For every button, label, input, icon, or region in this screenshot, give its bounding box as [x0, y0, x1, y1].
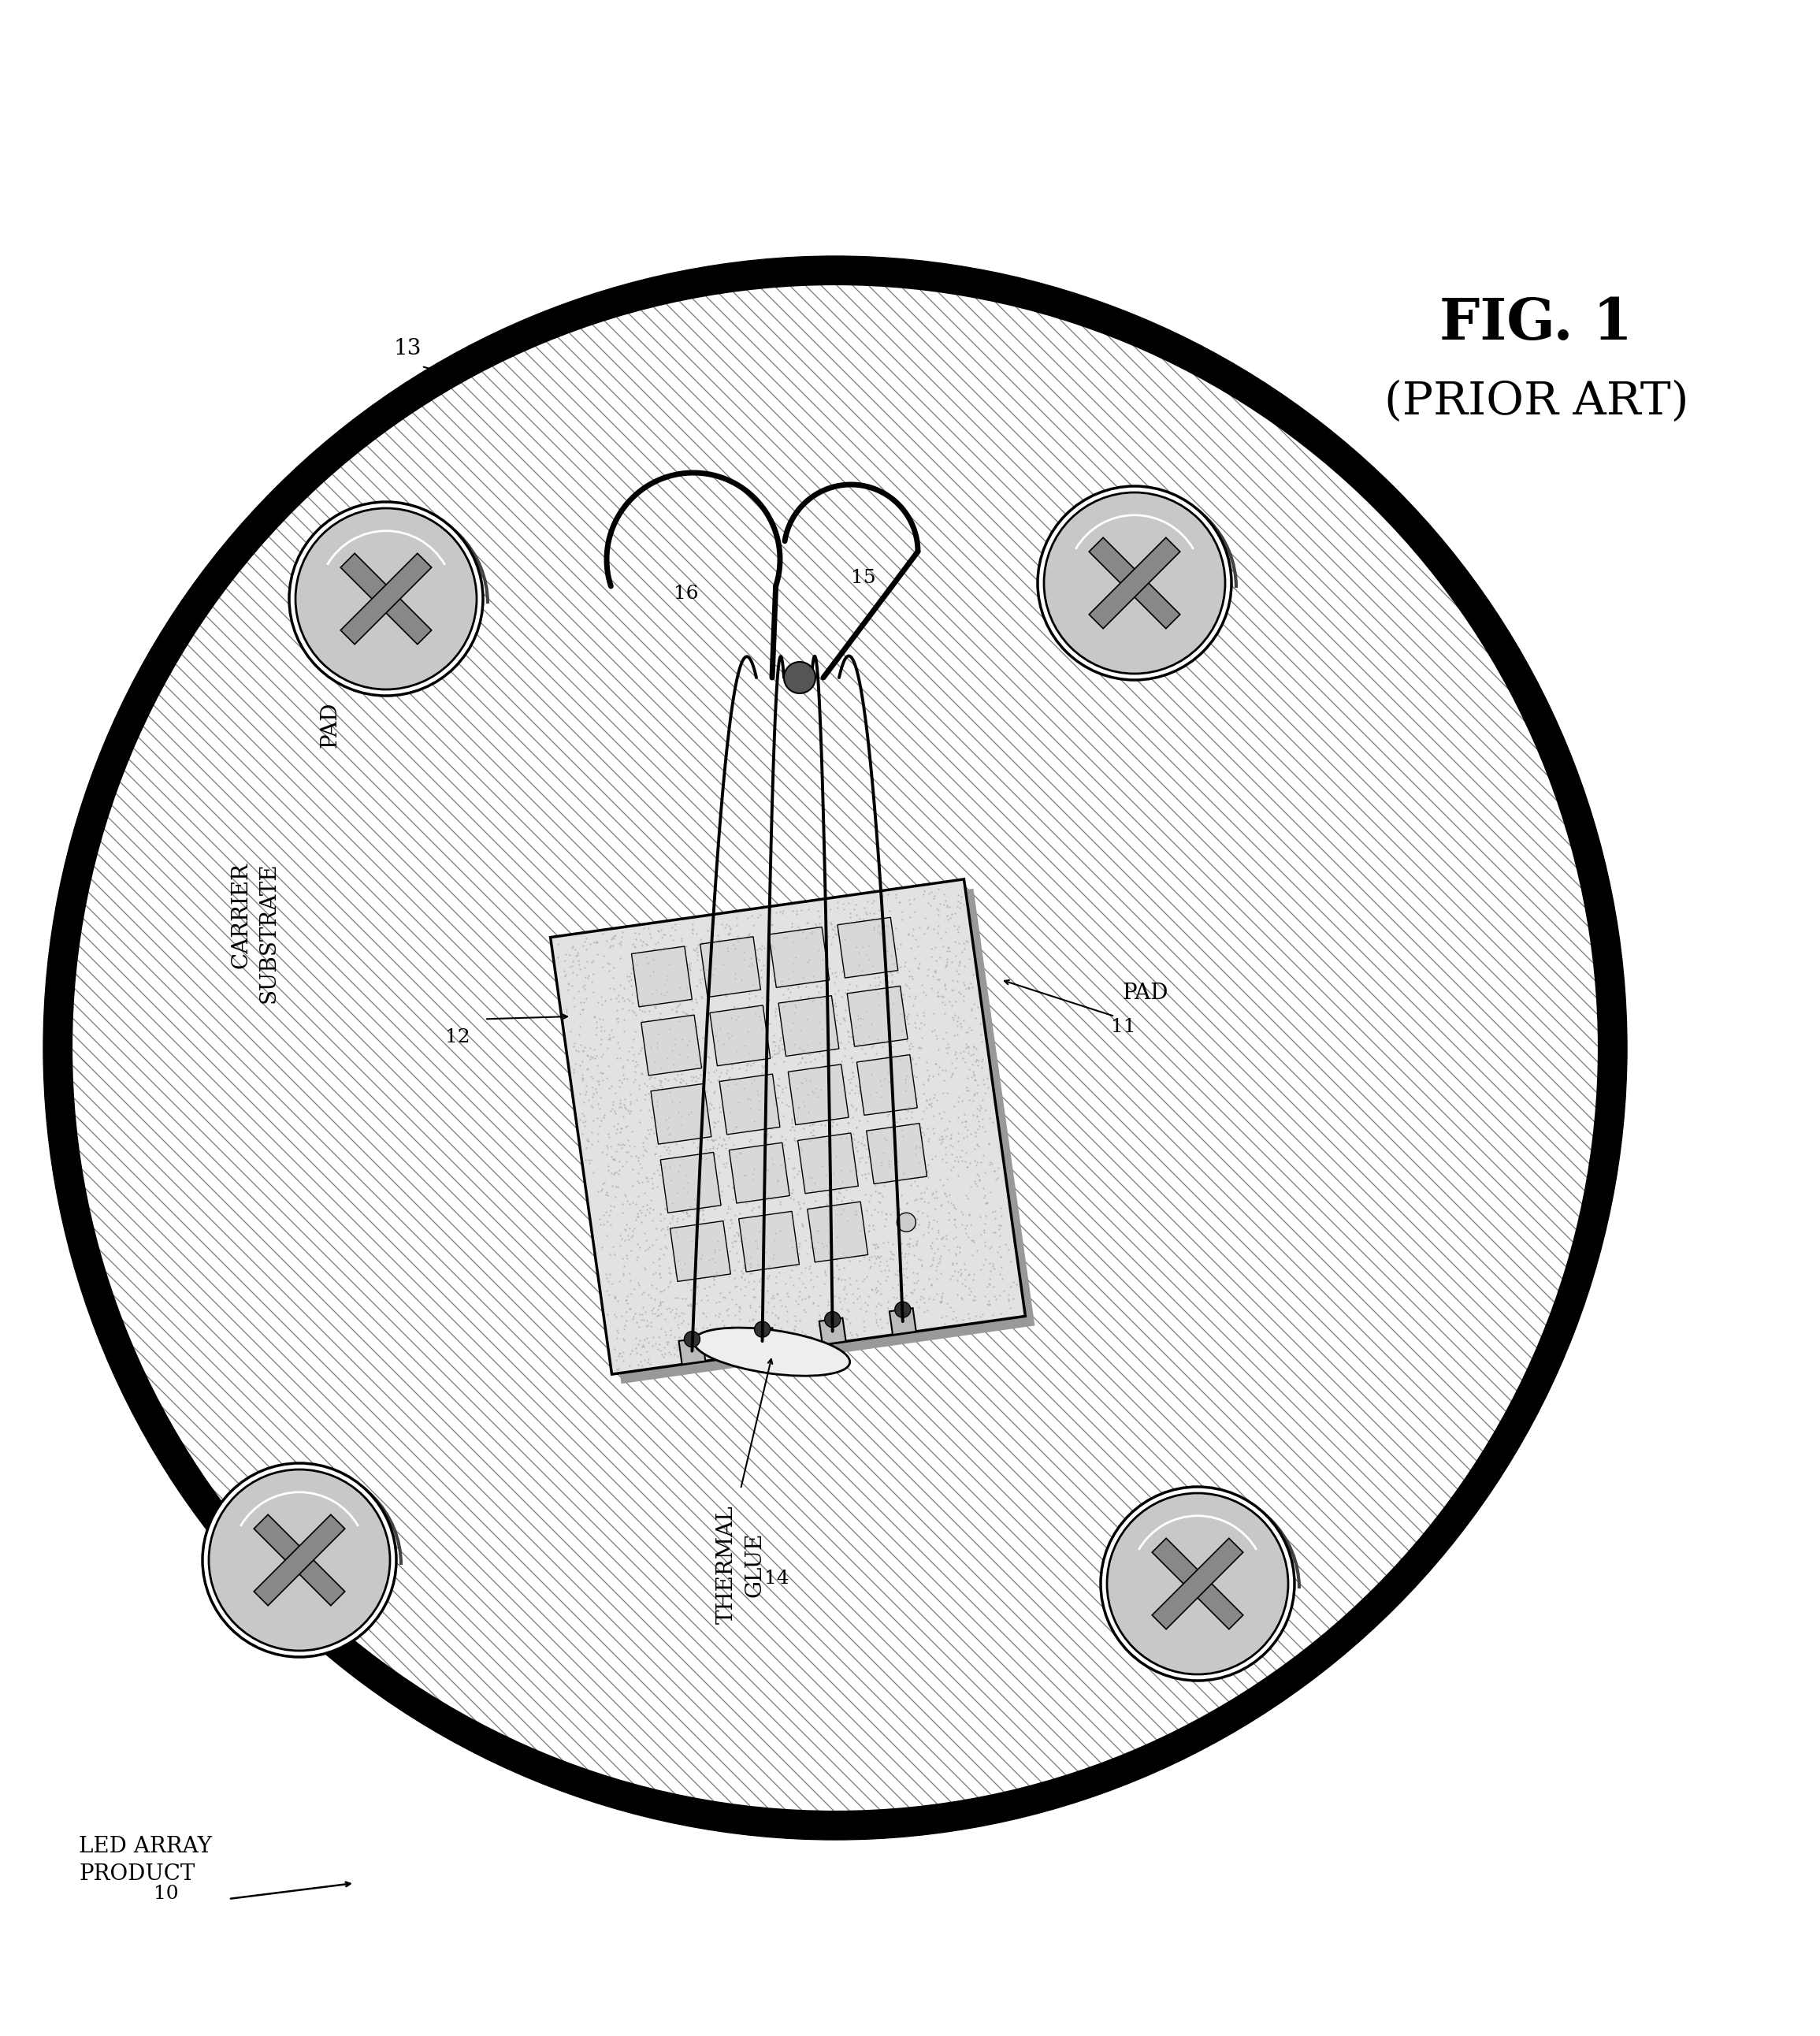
- Text: 14: 14: [764, 1570, 790, 1588]
- Circle shape: [824, 1311, 841, 1327]
- Polygon shape: [779, 996, 839, 1057]
- Polygon shape: [797, 1132, 859, 1193]
- Polygon shape: [701, 937, 761, 998]
- Polygon shape: [846, 985, 908, 1047]
- Text: PAD: PAD: [318, 702, 340, 747]
- Polygon shape: [1152, 1539, 1243, 1629]
- Polygon shape: [857, 1055, 917, 1116]
- Text: 15: 15: [852, 568, 875, 586]
- Circle shape: [897, 1213, 915, 1232]
- Text: CARRIER
SUBSTRATE: CARRIER SUBSTRATE: [231, 861, 280, 1004]
- Circle shape: [1107, 1492, 1289, 1674]
- Polygon shape: [340, 554, 431, 643]
- Circle shape: [784, 662, 815, 694]
- Text: 12: 12: [446, 1028, 470, 1047]
- Text: (PRIOR ART): (PRIOR ART): [1383, 381, 1689, 423]
- Text: 11: 11: [1110, 1018, 1136, 1036]
- Text: 16: 16: [673, 584, 699, 603]
- Circle shape: [289, 503, 482, 696]
- Polygon shape: [1152, 1539, 1243, 1629]
- Polygon shape: [730, 1142, 790, 1203]
- Polygon shape: [819, 1317, 846, 1344]
- Polygon shape: [679, 1338, 706, 1364]
- Polygon shape: [739, 1211, 799, 1272]
- Circle shape: [44, 257, 1627, 1841]
- Circle shape: [1045, 493, 1225, 674]
- Circle shape: [209, 1470, 389, 1651]
- Circle shape: [1037, 487, 1232, 680]
- Circle shape: [684, 1332, 701, 1348]
- Circle shape: [895, 1301, 910, 1317]
- Polygon shape: [837, 918, 897, 977]
- Polygon shape: [652, 1083, 712, 1144]
- Polygon shape: [255, 1515, 344, 1606]
- Polygon shape: [340, 554, 431, 643]
- Text: FIG. 1: FIG. 1: [1440, 295, 1633, 350]
- Circle shape: [202, 1464, 397, 1657]
- Polygon shape: [255, 1515, 344, 1606]
- Text: 10: 10: [153, 1885, 178, 1904]
- Polygon shape: [641, 1016, 703, 1075]
- Polygon shape: [1088, 538, 1179, 629]
- Polygon shape: [750, 1327, 775, 1354]
- Polygon shape: [866, 1124, 926, 1183]
- Polygon shape: [561, 888, 1036, 1384]
- Ellipse shape: [693, 1327, 850, 1376]
- Polygon shape: [808, 1201, 868, 1262]
- Polygon shape: [550, 880, 1025, 1374]
- Text: THERMAL
GLUE: THERMAL GLUE: [715, 1505, 764, 1623]
- Circle shape: [755, 1321, 770, 1338]
- Polygon shape: [1088, 538, 1179, 629]
- Polygon shape: [890, 1307, 915, 1336]
- Polygon shape: [719, 1075, 781, 1134]
- Polygon shape: [670, 1222, 730, 1281]
- Circle shape: [1101, 1486, 1294, 1680]
- Circle shape: [71, 283, 1600, 1812]
- Text: LED ARRAY
PRODUCT: LED ARRAY PRODUCT: [78, 1836, 211, 1885]
- Polygon shape: [710, 1006, 770, 1065]
- Text: PAD: PAD: [1123, 981, 1168, 1004]
- Text: 13: 13: [393, 338, 422, 358]
- Polygon shape: [661, 1152, 721, 1213]
- Circle shape: [295, 509, 477, 690]
- Polygon shape: [632, 947, 692, 1008]
- Polygon shape: [768, 926, 830, 987]
- Polygon shape: [788, 1065, 848, 1124]
